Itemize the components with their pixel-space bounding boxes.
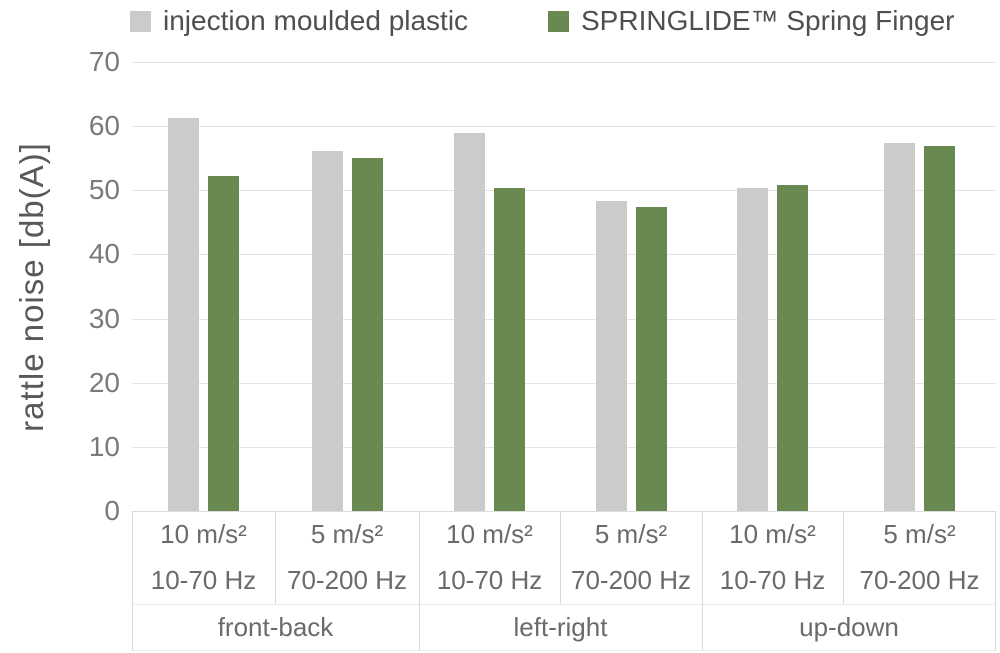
gridline-20 <box>132 383 996 384</box>
bar-plastic-up-down-5ms2 <box>884 143 915 511</box>
table-major-divider-0 <box>132 511 133 651</box>
bar-plastic-left-right-10ms2 <box>454 133 485 511</box>
table-bottom-border <box>132 650 996 651</box>
legend-swatch-green <box>548 10 569 32</box>
bar-spring-front-back-10ms2 <box>208 176 239 511</box>
table-top-border <box>132 511 996 512</box>
gridline-30 <box>132 319 996 320</box>
x-accel-label-front-back-0: 10 m/s² <box>160 518 247 549</box>
x-accel-label-up-down-1: 5 m/s² <box>883 518 956 549</box>
x-accel-label-front-back-1: 5 m/s² <box>310 518 384 549</box>
x-direction-label-left-right: left-right <box>513 612 608 642</box>
bar-spring-front-back-5ms2 <box>352 158 383 511</box>
y-tick-label-50: 50 <box>88 174 120 205</box>
bar-spring-up-down-5ms2 <box>924 146 955 511</box>
x-accel-label-up-down-0: 10 m/s² <box>729 518 816 549</box>
x-direction-label-front-back: front-back <box>217 612 334 642</box>
gridline-70 <box>132 62 996 63</box>
table-minor-divider-0 <box>275 511 276 604</box>
legend-item-springlide-spring-finger: SPRINGLIDE™ Spring Finger <box>548 5 955 36</box>
x-freq-label-up-down-1: 70-200 Hz <box>859 565 980 595</box>
x-freq-label-left-right-1: 70-200 Hz <box>571 565 691 595</box>
y-tick-label-10: 10 <box>88 431 120 462</box>
x-freq-label-left-right-0: 10-70 Hz <box>436 565 543 595</box>
x-direction-label-up-down: up-down <box>799 612 899 642</box>
table-minor-divider-2 <box>843 511 844 604</box>
y-tick-label-30: 30 <box>88 303 120 334</box>
table-minor-divider-1 <box>560 511 561 604</box>
bar-plastic-up-down-10ms2 <box>737 188 768 511</box>
x-accel-label-left-right-1: 5 m/s² <box>594 518 668 549</box>
x-freq-label-up-down-0: 10-70 Hz <box>719 565 826 595</box>
bar-spring-left-right-10ms2 <box>494 188 525 511</box>
y-tick-label-70: 70 <box>88 46 120 77</box>
x-freq-label-front-back-0: 10-70 Hz <box>150 565 257 595</box>
bar-plastic-front-back-10ms2 <box>168 118 199 511</box>
gridline-50 <box>132 190 996 191</box>
y-tick-label-20: 20 <box>88 367 120 398</box>
gridline-40 <box>132 254 996 255</box>
x-accel-label-left-right-0: 10 m/s² <box>446 518 533 549</box>
gridline-60 <box>132 126 996 127</box>
y-tick-label-0: 0 <box>104 495 120 526</box>
legend-swatch-grey <box>130 10 151 32</box>
legend-label: SPRINGLIDE™ Spring Finger <box>581 5 955 36</box>
bar-plastic-left-right-5ms2 <box>596 201 627 511</box>
table-mid-border <box>132 604 996 605</box>
y-tick-label-60: 60 <box>88 110 120 141</box>
table-major-divider-3 <box>995 511 996 651</box>
legend-item-injection-moulded-plastic: injection moulded plastic <box>130 5 469 36</box>
legend-label: injection moulded plastic <box>163 5 469 36</box>
bar-spring-left-right-5ms2 <box>636 207 667 511</box>
gridline-10 <box>132 447 996 448</box>
y-tick-label-40: 40 <box>88 238 120 269</box>
bar-spring-up-down-10ms2 <box>777 185 808 511</box>
plot-area <box>132 62 996 512</box>
table-major-divider-2 <box>702 511 703 651</box>
bar-plastic-front-back-5ms2 <box>312 151 343 511</box>
table-major-divider-1 <box>419 511 420 651</box>
x-axis-label-table: 10 m/s² 10-70 Hz 5 m/s² 70-200 Hz front-back… <box>132 511 996 651</box>
x-freq-label-front-back-1: 70-200 Hz <box>287 565 407 595</box>
